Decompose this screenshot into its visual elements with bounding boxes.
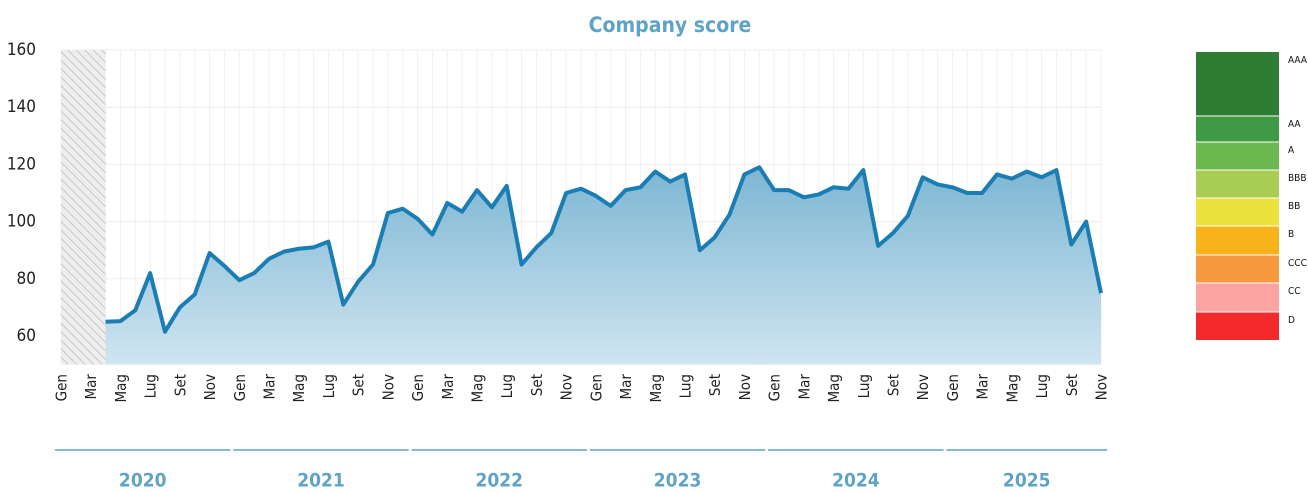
- area-fill: [105, 167, 1101, 365]
- x-tick-label: Nov: [914, 374, 932, 400]
- x-tick-label: Mar: [795, 374, 813, 400]
- x-tick-label: Gen: [409, 374, 427, 401]
- rating-band: [1196, 255, 1279, 283]
- rating-label: CC: [1288, 286, 1301, 297]
- no-data-hatch: [61, 50, 106, 365]
- x-tick-label: Lug: [498, 374, 516, 398]
- x-tick-label: Mar: [617, 374, 635, 400]
- x-tick-label: Mar: [261, 374, 279, 400]
- year-label: 2022: [475, 470, 523, 492]
- rating-label: AAA: [1288, 55, 1308, 66]
- year-label: 2023: [654, 470, 702, 492]
- y-tick-label: 160: [7, 40, 36, 60]
- rating-label: CCC: [1288, 258, 1307, 269]
- rating-label: AA: [1288, 119, 1301, 130]
- x-tick-label: Lug: [1033, 374, 1051, 398]
- x-tick-label: Mar: [439, 374, 457, 400]
- x-tick-label: Set: [171, 374, 189, 396]
- chart-title: Company score: [589, 13, 752, 37]
- rating-band: [1196, 142, 1279, 170]
- y-tick-label: 80: [17, 269, 36, 289]
- x-tick-label: Gen: [53, 374, 71, 401]
- x-tick-label: Mag: [1003, 374, 1021, 402]
- y-tick-label: 60: [17, 326, 36, 346]
- x-tick-label: Nov: [379, 374, 397, 400]
- x-tick-label: Mag: [290, 374, 308, 402]
- rating-label: BBB: [1288, 173, 1307, 184]
- x-tick-label: Mag: [825, 374, 843, 402]
- x-tick-label: Set: [528, 374, 546, 396]
- x-tick-label: Gen: [766, 374, 784, 401]
- x-tick-label: Mag: [112, 374, 130, 402]
- x-tick-label: Gen: [587, 374, 605, 401]
- line: [105, 165, 1103, 334]
- x-tick-label: Set: [1063, 374, 1081, 396]
- y-tick-label: 140: [7, 97, 36, 117]
- y-tick-label: 100: [7, 212, 36, 232]
- rating-band: [1196, 116, 1279, 142]
- x-tick-label: Gen: [231, 374, 249, 401]
- x-tick-label: Nov: [1093, 374, 1111, 400]
- rating-band: [1196, 312, 1279, 340]
- x-tick-label: Lug: [142, 374, 160, 398]
- x-tick-label: Gen: [944, 374, 962, 401]
- rating-band: [1196, 170, 1279, 198]
- rating-band: [1196, 226, 1279, 255]
- rating-band: [1196, 52, 1279, 116]
- y-tick-label: 120: [7, 154, 36, 174]
- x-tick-label: Lug: [320, 374, 338, 398]
- x-tick-label: Nov: [558, 374, 576, 400]
- x-tick-label: Set: [706, 374, 724, 396]
- rating-band: [1196, 283, 1279, 312]
- x-tick-label: Set: [885, 374, 903, 396]
- x-tick-label: Mag: [647, 374, 665, 402]
- x-tick-label: Lug: [677, 374, 695, 398]
- rating-label: A: [1288, 145, 1295, 156]
- year-label: 2021: [297, 470, 345, 492]
- x-tick-label: Set: [350, 374, 368, 396]
- x-tick-label: Mar: [974, 374, 992, 400]
- x-tick-label: Lug: [855, 374, 873, 398]
- x-tick-label: Nov: [736, 374, 754, 400]
- rating-label: D: [1288, 315, 1295, 326]
- rating-label: BB: [1288, 201, 1300, 212]
- year-label: 2024: [832, 470, 880, 492]
- x-tick-label: Mar: [82, 374, 100, 400]
- year-label: 2025: [1003, 470, 1051, 492]
- year-label: 2020: [119, 470, 167, 492]
- rating-band: [1196, 198, 1279, 226]
- x-tick-label: Nov: [201, 374, 219, 400]
- rating-label: B: [1288, 229, 1294, 240]
- x-tick-label: Mag: [469, 374, 487, 402]
